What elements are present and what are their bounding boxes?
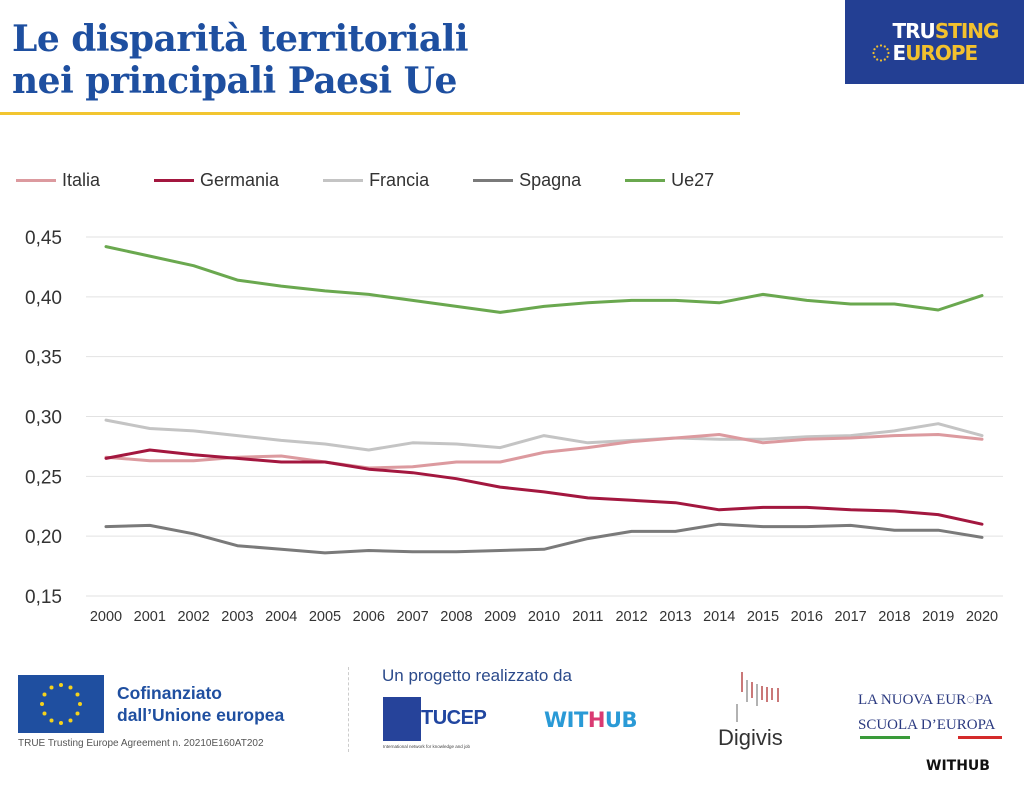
withhub-part-2: H — [587, 708, 606, 732]
lne-tricolor-bar — [860, 736, 1002, 739]
digivis-bars-icon — [736, 672, 779, 722]
x-tick-label: 2014 — [703, 609, 735, 625]
withhub-part-3: UB — [604, 708, 638, 732]
y-tick-label: 0,15 — [25, 587, 62, 608]
legend-item-ue27: Ue27 — [625, 170, 714, 191]
eu-star-icon — [42, 692, 47, 697]
y-tick-label: 0,40 — [25, 288, 62, 309]
eu-star-icon — [75, 692, 80, 697]
title-line-1: Le disparità territoriali — [12, 18, 469, 60]
x-tick-label: 2017 — [834, 609, 866, 625]
chart-legend: Italia Germania Francia Spagna Ue27 — [16, 170, 758, 191]
brand-text-urope: UROPE — [905, 41, 978, 65]
eu-star-icon — [68, 685, 73, 690]
eu-cofunding-block: Cofinanziato dall’Unione europea — [18, 675, 284, 733]
eu-star-icon — [75, 711, 80, 716]
title-line-2: nei principali Paesi Ue — [12, 60, 457, 102]
eu-star-icon — [68, 718, 73, 723]
x-tick-label: 2003 — [221, 609, 253, 625]
eu-star-icon — [49, 685, 54, 690]
tucep-flag-icon — [383, 697, 421, 741]
brand-text-e: E — [892, 41, 907, 65]
series-line-italia — [104, 433, 984, 470]
x-tick-label: 2009 — [484, 609, 516, 625]
eu-text-line-1: Cofinanziato — [117, 683, 222, 703]
legend-label: Italia — [62, 170, 101, 190]
legend-swatch — [323, 179, 364, 182]
lne-line-1: LA NUOVA EUR◌PA — [858, 692, 993, 708]
y-tick-label: 0,30 — [25, 408, 62, 429]
series-line-spagna — [104, 522, 984, 555]
legend-label: Ue27 — [671, 170, 715, 190]
brand-text-tru: TRU — [892, 19, 936, 43]
x-tick-label: 2008 — [440, 609, 472, 625]
x-tick-label: 2019 — [922, 609, 954, 625]
footer-divider — [348, 667, 349, 752]
digivis-label: Digivis — [718, 725, 783, 750]
x-tick-label: 2006 — [353, 609, 385, 625]
brand-text-sting: STING — [934, 19, 1000, 43]
agreement-text: TRUE Trusting Europe Agreement n. 20210E… — [18, 738, 264, 749]
legend-swatch — [16, 179, 56, 182]
legend-item-germania: Germania — [154, 170, 279, 191]
legend-swatch — [473, 179, 514, 182]
legend-swatch — [154, 179, 195, 182]
legend-item-francia: Francia — [323, 170, 429, 191]
x-tick-label: 2016 — [791, 609, 823, 625]
tucep-tagline: International network for knowledge and … — [383, 744, 471, 749]
legend-item-spagna: Spagna — [473, 170, 581, 191]
eu-star-icon — [78, 702, 82, 706]
legend-item-italia: Italia — [16, 170, 100, 191]
x-tick-label: 2000 — [90, 609, 122, 625]
withhub-logo-color: WITHUB — [544, 708, 637, 732]
lne-line-2: SCUOLA D’EUROPA — [858, 717, 996, 733]
x-tick-label: 2002 — [177, 609, 209, 625]
eu-text-line-2: dall’Unione europea — [117, 705, 285, 725]
x-tick-label: 2010 — [528, 609, 560, 625]
eu-star-icon — [59, 683, 63, 687]
withhub-logo-black: WITHUB — [926, 758, 990, 774]
x-tick-label: 2015 — [747, 609, 779, 625]
x-tick-label: 2005 — [309, 609, 341, 625]
x-tick-label: 2004 — [265, 609, 297, 625]
eu-stars-icon — [871, 44, 890, 62]
legend-swatch — [625, 179, 666, 182]
line-chart: 0,45 0,40 0,35 0,30 0,25 0,20 0,15 2000 2001 2002… — [25, 228, 1003, 625]
la-nuova-europa-logo: LA NUOVA EUR◌PA SCUOLA D’EUROPA — [858, 688, 995, 738]
eu-flag-icon — [18, 675, 104, 733]
tucep-logo: TUCEP International network for knowledg… — [383, 697, 507, 749]
withhub-part-1: WIT — [544, 708, 588, 732]
eu-star-icon — [40, 702, 44, 706]
title-underline — [0, 112, 740, 115]
x-tick-label: 2012 — [615, 609, 647, 625]
page-title: Le disparità territoriali nei principali… — [12, 18, 469, 102]
trusting-europe-logo: TRU STING E UROPE — [845, 0, 1024, 84]
x-tick-label: 2001 — [134, 609, 166, 625]
eu-star-icon — [42, 711, 47, 716]
x-tick-label: 2007 — [396, 609, 428, 625]
legend-label: Germania — [200, 170, 280, 190]
y-tick-label: 0,35 — [25, 348, 62, 369]
x-tick-label: 2018 — [878, 609, 910, 625]
series-line-francia — [104, 418, 984, 452]
series-line-ue27 — [104, 245, 984, 314]
x-tick-label: 2013 — [659, 609, 691, 625]
legend-label: Spagna — [519, 170, 582, 190]
legend-label: Francia — [369, 170, 430, 190]
x-tick-label: 2020 — [966, 609, 998, 625]
series-line-germania — [104, 448, 984, 526]
y-tick-label: 0,25 — [25, 467, 62, 488]
eu-star-icon — [59, 721, 63, 725]
x-tick-label: 2011 — [572, 609, 603, 625]
tucep-label: TUCEP — [421, 707, 487, 729]
y-tick-label: 0,20 — [25, 527, 62, 548]
y-tick-label: 0,45 — [25, 228, 62, 249]
digivis-logo: Digivis — [718, 670, 808, 755]
eu-star-icon — [49, 718, 54, 723]
project-label: Un progetto realizzato da — [382, 666, 572, 685]
